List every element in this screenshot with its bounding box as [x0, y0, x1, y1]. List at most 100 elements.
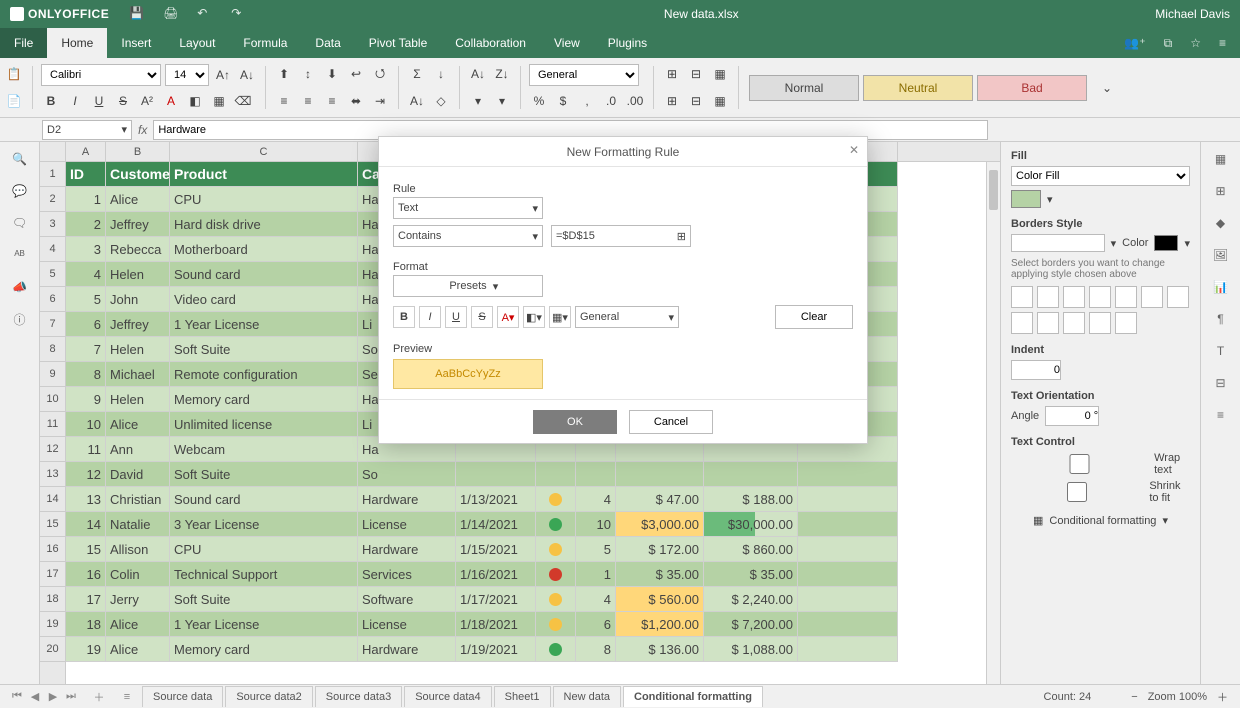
cell[interactable]	[798, 637, 898, 662]
table-settings-icon[interactable]: ⊞	[1212, 182, 1230, 200]
tab-next-icon[interactable]: ▶	[44, 690, 62, 703]
sum-icon[interactable]: Σ	[407, 64, 427, 84]
pivot-icon[interactable]: ⊟	[1212, 374, 1230, 392]
cell[interactable]: 5	[576, 537, 616, 562]
row-header[interactable]: 12	[40, 437, 65, 462]
align-right-icon[interactable]: ≡	[322, 91, 342, 111]
cell[interactable]	[798, 462, 898, 487]
fill-down-icon[interactable]: ↓	[431, 64, 451, 84]
italic-icon[interactable]: I	[65, 91, 85, 111]
cell[interactable]: Helen	[106, 262, 170, 287]
cell[interactable]: 1	[576, 562, 616, 587]
cell[interactable]: $ 136.00	[616, 637, 704, 662]
cell[interactable]: Memory card	[170, 387, 358, 412]
modal-numfmt-select[interactable]: General▾	[575, 306, 679, 328]
cell[interactable]	[536, 487, 576, 512]
tab-first-icon[interactable]: ⏮	[8, 690, 26, 703]
cell[interactable]: $ 1,088.00	[704, 637, 798, 662]
undo-icon[interactable]: ↶	[197, 6, 213, 22]
percent-icon[interactable]: %	[529, 91, 549, 111]
cell[interactable]: Christian	[106, 487, 170, 512]
border-presets[interactable]	[1011, 286, 1190, 334]
cell[interactable]: Hardware	[358, 487, 456, 512]
fill-tool[interactable]: ◧▾	[523, 306, 545, 328]
cell[interactable]: Sound card	[170, 487, 358, 512]
cell[interactable]: 3 Year License	[170, 512, 358, 537]
favorite-icon[interactable]: ☆	[1190, 36, 1201, 50]
clear-format-icon[interactable]: ⌫	[233, 91, 253, 111]
wrap-text-icon[interactable]: ↩	[346, 64, 366, 84]
menu-collaboration[interactable]: Collaboration	[441, 28, 540, 58]
align-bottom-icon[interactable]: ⬇	[322, 64, 342, 84]
slicer-icon[interactable]: ≡	[1212, 406, 1230, 424]
vertical-scrollbar[interactable]	[986, 162, 1000, 684]
font-family-select[interactable]: Calibri	[41, 64, 161, 86]
cell[interactable]: 17	[66, 587, 106, 612]
cell[interactable]: $ 35.00	[616, 562, 704, 587]
cell[interactable]: 8	[66, 362, 106, 387]
cell[interactable]: $ 860.00	[704, 537, 798, 562]
cell[interactable]: 4	[576, 587, 616, 612]
row-header[interactable]: 7	[40, 312, 65, 337]
number-format-select[interactable]: General	[529, 64, 639, 86]
cell[interactable]: 1/13/2021	[456, 487, 536, 512]
sort-az-icon[interactable]: A↓	[468, 64, 488, 84]
font-size-select[interactable]: 14	[165, 64, 209, 86]
cell[interactable]: $3,000.00	[616, 512, 704, 537]
row-header[interactable]: 14	[40, 487, 65, 512]
cell-style-normal[interactable]: Normal	[749, 75, 859, 101]
menu-plugins[interactable]: Plugins	[594, 28, 661, 58]
about-icon[interactable]: ⓘ	[11, 310, 29, 328]
user-name[interactable]: Michael Davis	[1155, 7, 1230, 21]
zoom-in-icon[interactable]: ＋	[1217, 689, 1228, 705]
cell[interactable]: John	[106, 287, 170, 312]
cell[interactable]: 13	[66, 487, 106, 512]
row-header[interactable]: 5	[40, 262, 65, 287]
filter-icon[interactable]: ▾	[468, 91, 488, 111]
sheet-tab[interactable]: Conditional formatting	[623, 686, 763, 707]
cell[interactable]: Product	[170, 162, 358, 187]
cell[interactable]: $ 35.00	[704, 562, 798, 587]
cell[interactable]: 1/14/2021	[456, 512, 536, 537]
chart-settings-icon[interactable]: 📊	[1212, 278, 1230, 296]
conditional-formatting-link[interactable]: ▦ Conditional formatting▾	[1011, 514, 1190, 527]
cell[interactable]: $ 47.00	[616, 487, 704, 512]
cell[interactable]: 2	[66, 212, 106, 237]
row-header[interactable]: 2	[40, 187, 65, 212]
menu-file[interactable]: File	[0, 28, 47, 58]
cell[interactable]: CPU	[170, 537, 358, 562]
sheet-tab[interactable]: New data	[553, 686, 621, 707]
ok-button[interactable]: OK	[533, 410, 617, 434]
sheet-tab[interactable]: Sheet1	[494, 686, 551, 707]
cell[interactable]	[536, 637, 576, 662]
rule-type-select[interactable]: Text▾	[393, 197, 543, 219]
cell[interactable]: 1/16/2021	[456, 562, 536, 587]
cell[interactable]: 11	[66, 437, 106, 462]
cell[interactable]: 10	[66, 412, 106, 437]
indent-icon[interactable]: ⇥	[370, 91, 390, 111]
align-top-icon[interactable]: ⬆	[274, 64, 294, 84]
sheet-tab[interactable]: Source data3	[315, 686, 402, 707]
rule-ref-input[interactable]: =$D$15⊞	[551, 225, 691, 247]
shape-settings-icon[interactable]: ◆	[1212, 214, 1230, 232]
cell-style-bad[interactable]: Bad	[977, 75, 1087, 101]
share-icon[interactable]: 👥⁺	[1124, 36, 1145, 50]
align-left-icon[interactable]: ≡	[274, 91, 294, 111]
align-middle-icon[interactable]: ↕	[298, 64, 318, 84]
cell[interactable]: Motherboard	[170, 237, 358, 262]
cell[interactable]: Helen	[106, 387, 170, 412]
bold-tool[interactable]: B	[393, 306, 415, 328]
cell[interactable]: Unlimited license	[170, 412, 358, 437]
cell[interactable]: Michael	[106, 362, 170, 387]
paste-icon[interactable]: 📄	[4, 91, 24, 111]
clear-icon[interactable]: ◇	[431, 91, 451, 111]
menu-icon[interactable]: ≡	[1219, 36, 1226, 50]
menu-formula[interactable]: Formula	[229, 28, 301, 58]
cell[interactable]: Software	[358, 587, 456, 612]
shrink-checkbox[interactable]	[1011, 482, 1143, 502]
cell[interactable]: 8	[576, 637, 616, 662]
cell-style-neutral[interactable]: Neutral	[863, 75, 973, 101]
redo-icon[interactable]: ↷	[231, 6, 247, 22]
cell[interactable]: License	[358, 512, 456, 537]
cancel-button[interactable]: Cancel	[629, 410, 713, 434]
